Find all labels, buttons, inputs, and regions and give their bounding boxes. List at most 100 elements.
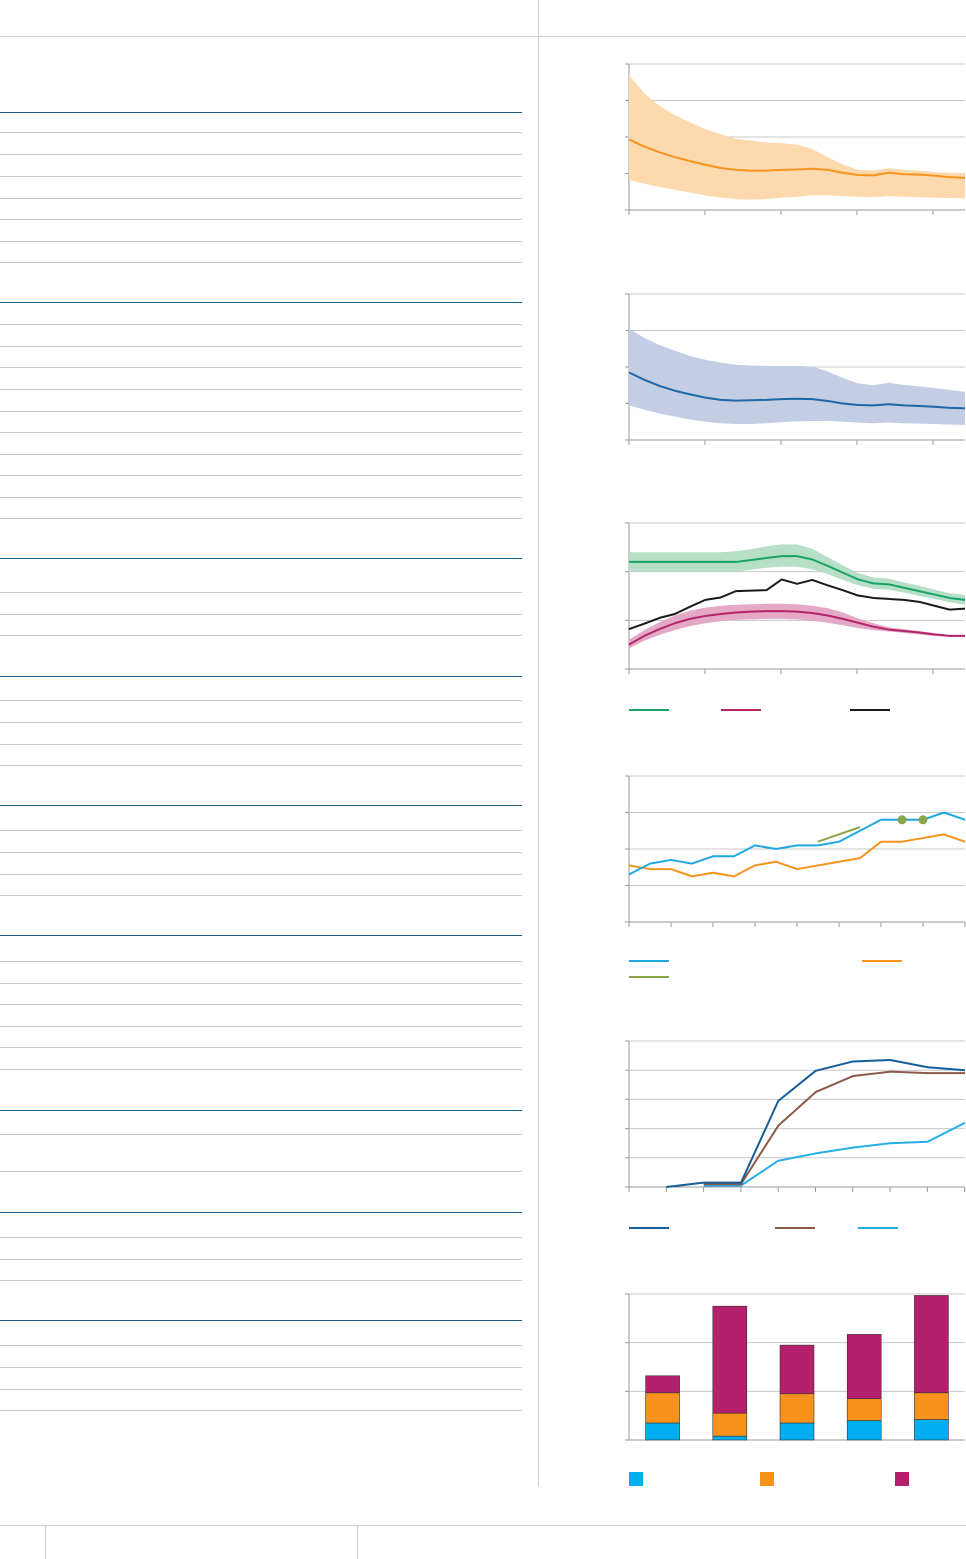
- bar-segment-blue: [712, 1435, 748, 1441]
- data-point: [897, 815, 907, 825]
- table-row-rule: [0, 592, 522, 593]
- legend-swatch-sky: [858, 1227, 898, 1229]
- series-line-blue: [628, 371, 966, 410]
- table-row-rule: [0, 1237, 522, 1238]
- table-row-rule: [0, 874, 522, 875]
- table-row-rule: [0, 1004, 522, 1005]
- bar-segment-orange: [712, 1412, 748, 1437]
- table-row-rule: [0, 614, 522, 615]
- table-section-rule: [0, 112, 522, 113]
- chart-3: [625, 522, 966, 674]
- bar-segment-orange: [645, 1392, 680, 1424]
- series-line-cyan: [628, 811, 966, 876]
- bar-segment-magenta: [645, 1375, 680, 1394]
- legend-swatch-orange: [862, 960, 902, 962]
- table-row-rule: [0, 1047, 522, 1048]
- series-line-sky: [703, 1121, 966, 1187]
- table-section-rule: [0, 1212, 522, 1213]
- legend-square-blue: [629, 1472, 643, 1486]
- chart-4: [625, 775, 966, 927]
- bar-segment-orange: [914, 1392, 949, 1420]
- table-row-rule: [0, 765, 522, 766]
- table-row-rule: [0, 1259, 522, 1260]
- table-row-rule: [0, 497, 522, 498]
- legend-swatch-green: [629, 709, 669, 711]
- data-point: [918, 815, 928, 825]
- table-row-rule: [0, 241, 522, 242]
- bar-segment-magenta: [914, 1295, 949, 1394]
- table-row-rule: [0, 895, 522, 896]
- table-row-rule: [0, 262, 522, 263]
- series-line-orange: [628, 138, 966, 179]
- table-row-rule: [0, 518, 522, 519]
- table-row-rule: [0, 454, 522, 455]
- table-row-rule: [0, 219, 522, 220]
- bar-segment-blue: [645, 1422, 680, 1441]
- footer-rule: [0, 1525, 966, 1526]
- table-section-rule: [0, 676, 522, 677]
- table-row-rule: [0, 635, 522, 636]
- table-row-rule: [0, 1026, 522, 1027]
- series-line-green: [629, 555, 966, 601]
- bar-segment-magenta: [846, 1334, 882, 1399]
- series-line-black: [628, 578, 966, 631]
- bar-segment-orange: [846, 1398, 882, 1421]
- table-row-rule: [0, 1410, 522, 1411]
- bar-segment-blue: [779, 1422, 815, 1441]
- table-row-rule: [0, 389, 522, 390]
- table-row-rule: [0, 961, 522, 962]
- table-row-rule: [0, 475, 522, 476]
- table-row-rule: [0, 132, 522, 133]
- legend-swatch-cyan: [629, 960, 669, 962]
- table-row-rule: [0, 1171, 522, 1172]
- legend-swatch-black: [850, 709, 890, 711]
- table-row-rule: [0, 722, 522, 723]
- footer-divider-1: [45, 1525, 46, 1559]
- table-row-rule: [0, 176, 522, 177]
- table-section-rule: [0, 302, 522, 303]
- confidence-band-blue: [629, 328, 965, 426]
- legend-square-orange: [760, 1472, 774, 1486]
- table-row-rule: [0, 198, 522, 199]
- legend-swatch-olive: [629, 976, 669, 978]
- chart-6: [625, 1293, 965, 1441]
- bar-segment-orange: [779, 1393, 815, 1424]
- table-row-rule: [0, 367, 522, 368]
- table-row-rule: [0, 1389, 522, 1390]
- legend-swatch-navy: [629, 1227, 669, 1229]
- bar-segment-magenta: [712, 1305, 748, 1414]
- table-section-rule: [0, 1320, 522, 1321]
- series-line-orange: [628, 833, 966, 878]
- table-row-rule: [0, 324, 522, 325]
- table-row-rule: [0, 1134, 522, 1135]
- chart-2: [625, 293, 966, 445]
- bar-segment-blue: [846, 1420, 882, 1441]
- chart-1: [625, 63, 966, 215]
- table-row-rule: [0, 432, 522, 433]
- table-row-rule: [0, 1367, 522, 1368]
- column-divider: [538, 0, 539, 1487]
- series-line-olive: [817, 826, 861, 843]
- table-row-rule: [0, 700, 522, 701]
- table-row-rule: [0, 983, 522, 984]
- legend-swatch-brown: [775, 1227, 815, 1229]
- series-line-brown: [703, 1070, 965, 1186]
- table-row-rule: [0, 411, 522, 412]
- table-row-rule: [0, 1280, 522, 1281]
- table-row-rule: [0, 744, 522, 745]
- footer-divider-2: [357, 1525, 358, 1559]
- table-row-rule: [0, 346, 522, 347]
- table-row-rule: [0, 154, 522, 155]
- table-row-rule: [0, 852, 522, 853]
- table-section-rule: [0, 1110, 522, 1111]
- legend-swatch-magenta: [721, 709, 761, 711]
- bar-segment-magenta: [779, 1344, 815, 1395]
- top-rule: [0, 36, 966, 37]
- table-section-rule: [0, 935, 522, 936]
- confidence-band-orange: [629, 74, 965, 200]
- bar-segment-blue: [914, 1419, 949, 1441]
- table-section-rule: [0, 805, 522, 806]
- table-row-rule: [0, 1069, 522, 1070]
- series-line-navy: [666, 1058, 966, 1188]
- chart-5: [625, 1040, 966, 1192]
